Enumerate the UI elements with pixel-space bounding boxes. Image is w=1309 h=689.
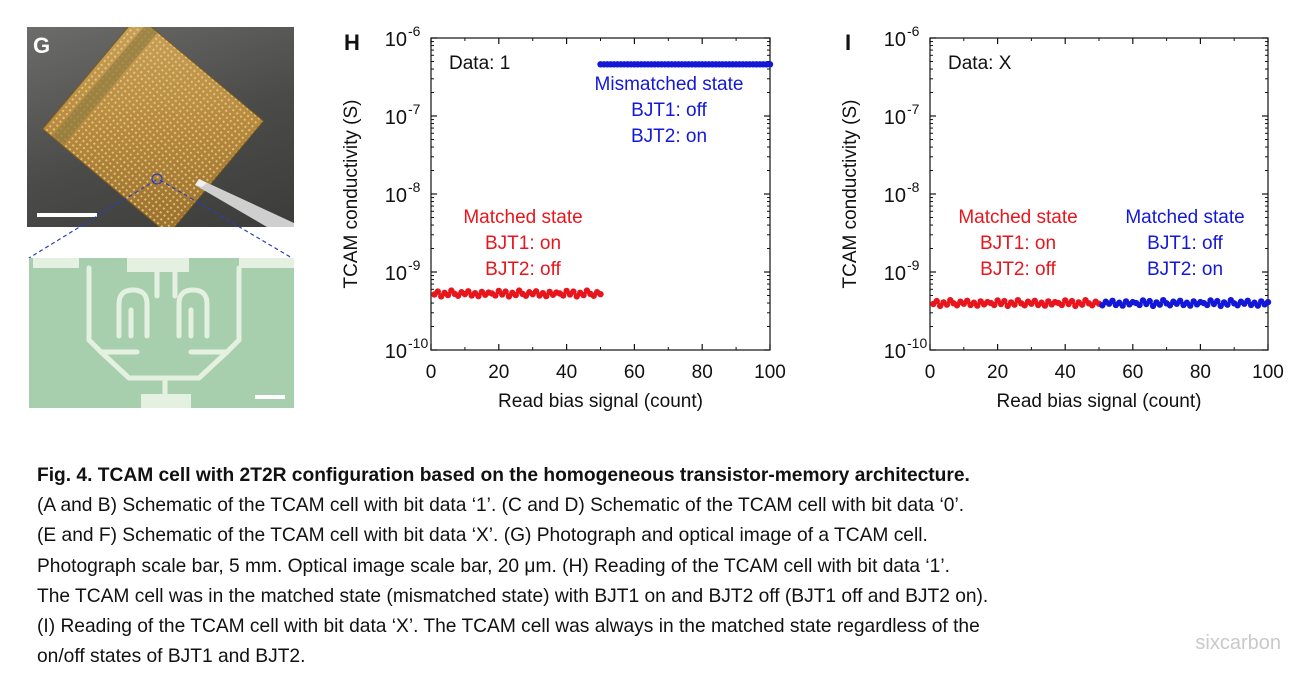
data-point — [943, 301, 951, 308]
data-point — [597, 290, 604, 298]
y-tick-label: 10 — [884, 341, 906, 363]
optical-image — [29, 258, 294, 408]
annotation-line: BJT1: off — [1147, 233, 1223, 254]
panel-label: I — [845, 30, 851, 55]
annotation-line: BJT2: on — [631, 126, 707, 147]
caption-title: Fig. 4. TCAM cell with 2T2R configuratio… — [37, 465, 970, 486]
y-tick-exponent: -7 — [907, 101, 920, 117]
x-axis-label: Read bias signal (count) — [997, 391, 1202, 412]
inset-text: Data: 1 — [449, 53, 510, 74]
data-point — [1068, 297, 1076, 305]
y-tick-label: 10 — [385, 29, 407, 51]
data-point — [1224, 301, 1231, 308]
caption-line: (A and B) Schematic of the TCAM cell wit… — [37, 495, 965, 517]
y-tick-exponent: -10 — [408, 335, 428, 351]
annotation-line: Matched state — [958, 207, 1077, 228]
y-axis-label: TCAM conductivity (S) — [341, 100, 362, 289]
y-tick-label: 10 — [385, 107, 407, 129]
y-tick-label: 10 — [385, 263, 407, 285]
panel-g-label: G — [33, 33, 51, 58]
data-point — [1214, 297, 1221, 305]
y-tick-exponent: -9 — [408, 257, 421, 273]
annotation-line: BJT1: on — [980, 233, 1056, 254]
caption-line: Photograph scale bar, 5 mm. Optical imag… — [37, 555, 950, 577]
data-point — [1058, 301, 1066, 309]
x-axis-label: Read bias signal (count) — [498, 391, 703, 412]
data-point — [1011, 301, 1018, 308]
y-tick-exponent: -6 — [408, 23, 421, 39]
x-tick-label: 80 — [1190, 362, 1211, 383]
y-tick-exponent: -9 — [907, 257, 920, 273]
x-tick-label: 40 — [1055, 362, 1076, 383]
figure-caption: Fig. 4. TCAM cell with 2T2R configuratio… — [37, 461, 1287, 672]
x-tick-label: 0 — [925, 362, 936, 383]
x-tick-label: 60 — [624, 362, 645, 383]
y-tick-label: 10 — [884, 29, 906, 51]
caption-line: (I) Reading of the TCAM cell with bit da… — [37, 616, 980, 638]
x-tick-label: 80 — [692, 362, 713, 383]
caption-line: The TCAM cell was in the matched state (… — [37, 585, 989, 607]
y-tick-exponent: -8 — [907, 179, 920, 195]
annotation-line: Matched state — [1125, 207, 1244, 228]
annotation-line: BJT1: on — [485, 233, 561, 254]
annotation-line: BJT2: off — [980, 259, 1056, 280]
data-point — [444, 291, 452, 299]
data-point — [1136, 301, 1143, 309]
data-point — [560, 292, 567, 299]
data-point — [766, 61, 774, 68]
data-point — [1156, 301, 1164, 308]
data-point — [991, 301, 998, 309]
x-tick-label: 100 — [1252, 362, 1284, 383]
x-tick-label: 100 — [754, 362, 786, 383]
y-tick-exponent: -7 — [408, 101, 421, 117]
annotation-line: Mismatched state — [595, 74, 744, 95]
caption-line: (E and F) Schematic of the TCAM cell wit… — [37, 525, 928, 547]
x-tick-label: 0 — [426, 362, 437, 383]
optical-device-drawing — [33, 258, 294, 408]
y-tick-exponent: -8 — [408, 179, 421, 195]
y-axis-label: TCAM conductivity (S) — [840, 100, 861, 289]
annotation-line: BJT2: on — [1147, 259, 1223, 280]
data-point — [1146, 297, 1153, 305]
x-tick-label: 20 — [987, 362, 1008, 383]
data-point — [1078, 301, 1086, 308]
data-point — [580, 291, 587, 299]
y-tick-exponent: -10 — [907, 335, 927, 351]
y-tick-label: 10 — [385, 341, 407, 363]
data-point — [512, 291, 519, 299]
data-point — [434, 288, 441, 295]
data-point — [1264, 298, 1272, 306]
data-point — [1203, 301, 1211, 309]
inset-text: Data: X — [948, 53, 1012, 74]
y-tick-label: 10 — [385, 185, 407, 207]
y-tick-label: 10 — [884, 185, 906, 207]
annotation-line: BJT1: off — [631, 100, 707, 121]
data-point — [570, 288, 577, 295]
data-point — [502, 288, 509, 295]
annotation-line: BJT2: off — [485, 259, 561, 280]
annotation-line: Matched state — [463, 207, 582, 228]
caption-line: on/off states of BJT1 and BJT2. — [37, 646, 306, 668]
y-tick-label: 10 — [884, 107, 906, 129]
watermark: sixcarbon — [1195, 632, 1281, 654]
data-point — [492, 292, 499, 299]
panel-label: H — [344, 30, 360, 55]
data-point — [1001, 297, 1008, 305]
y-tick-exponent: -6 — [907, 23, 920, 39]
x-tick-label: 60 — [1122, 362, 1143, 383]
x-tick-label: 20 — [488, 362, 509, 383]
y-tick-label: 10 — [884, 263, 906, 285]
data-point — [933, 297, 940, 305]
x-tick-label: 40 — [556, 362, 577, 383]
